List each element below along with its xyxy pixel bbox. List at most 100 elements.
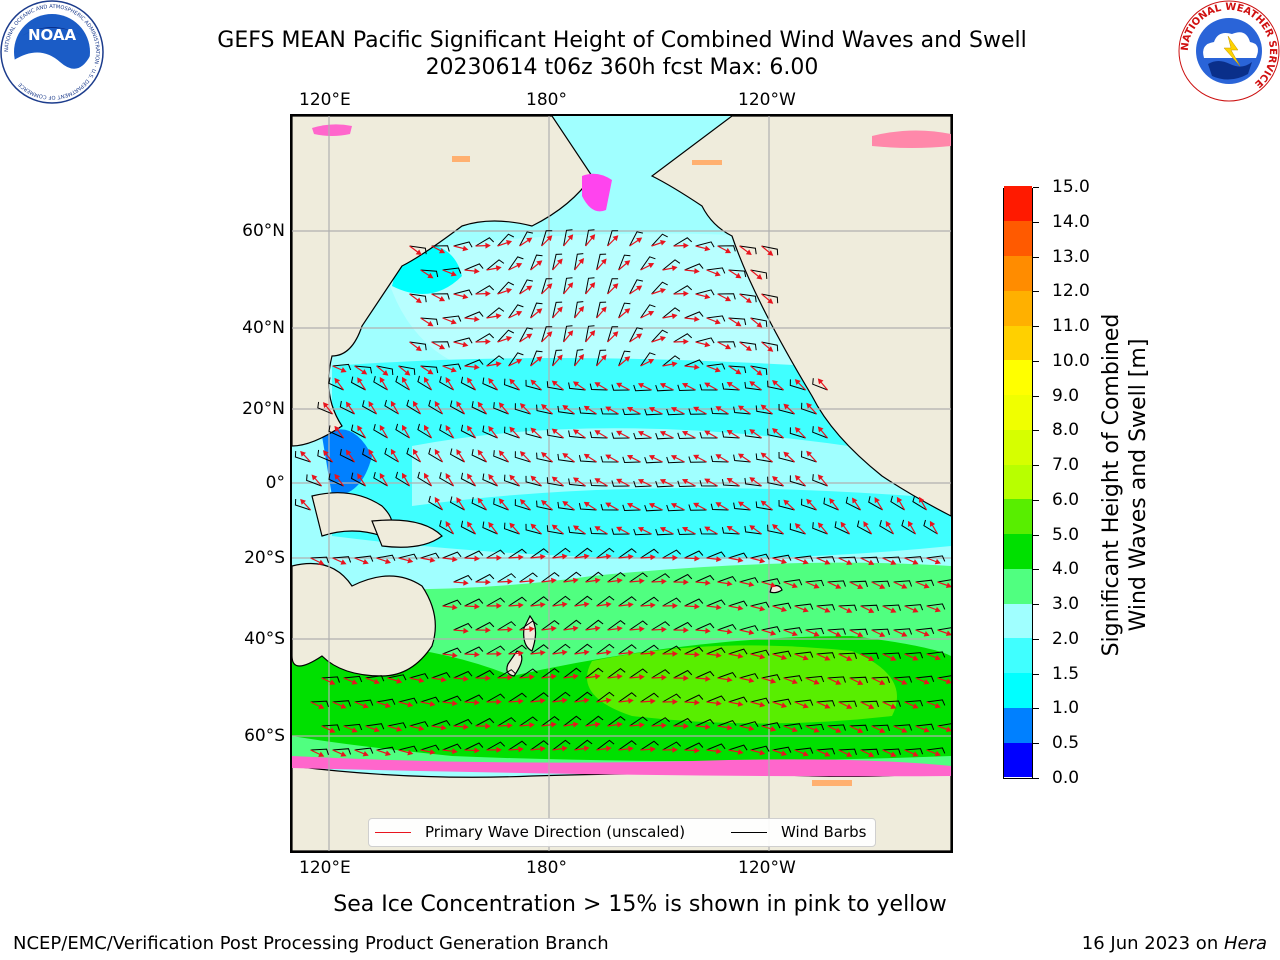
wave-direction-arrowhead <box>323 450 329 457</box>
colorbar-tick-label: 15.0 <box>1052 177 1090 197</box>
wind-barb <box>695 241 715 248</box>
colorbar-tick <box>1033 430 1039 432</box>
lon-tick-top-0: 120°E <box>299 90 351 110</box>
wind-barb <box>618 644 637 655</box>
wave-direction-arrowhead <box>562 452 569 459</box>
lat-tick-4: 20°S <box>244 548 285 568</box>
wave-direction-arrowhead <box>594 526 601 532</box>
wave-direction-arrowhead <box>945 582 951 589</box>
wave-direction-arrowhead <box>445 377 451 384</box>
wind-barb <box>816 652 836 659</box>
wave-direction-arrowhead <box>605 649 612 656</box>
wave-direction-arrowhead <box>890 559 897 565</box>
wave-direction-arrowhead <box>562 404 569 411</box>
wave-direction-arrowhead <box>705 675 711 682</box>
wind-barb <box>486 597 506 607</box>
wave-direction-arrowhead <box>912 559 919 565</box>
wave-direction-arrowhead <box>648 455 655 461</box>
wave-direction-arrowhead <box>488 377 494 385</box>
wind-barb <box>717 293 736 300</box>
wind-barb <box>439 424 454 439</box>
wind-barb <box>464 550 484 559</box>
wind-barb <box>893 580 913 587</box>
wind-barb <box>395 375 410 391</box>
wind-barb <box>926 747 946 754</box>
wind-barb <box>728 365 747 374</box>
wind-barb <box>926 699 946 706</box>
colorbar-tick <box>1033 256 1039 258</box>
wind-barb <box>655 384 674 392</box>
colorbar-segment <box>1004 498 1032 535</box>
wave-direction-arrowhead <box>404 369 411 376</box>
wave-direction-arrowhead <box>650 746 656 753</box>
wave-direction-arrowhead <box>759 701 766 708</box>
wind-barb <box>633 528 652 536</box>
wave-direction-arrowhead <box>714 270 721 277</box>
wind-barb <box>695 622 715 631</box>
wave-direction-arrowhead <box>506 288 513 294</box>
wave-direction-arrowhead <box>485 338 491 345</box>
wave-direction-arrowhead <box>401 424 408 431</box>
wave-direction-arrowhead <box>463 723 469 730</box>
wave-direction-arrowhead <box>488 425 494 433</box>
wind-barb <box>453 337 473 344</box>
wind-barb <box>503 426 520 439</box>
wind-barb <box>688 408 707 415</box>
wind-barb <box>519 327 534 343</box>
wave-direction-arrowhead <box>716 604 722 611</box>
wave-direction-arrowhead <box>672 746 678 753</box>
wind-barb <box>926 555 946 562</box>
colorbar-tick-label: 5.0 <box>1052 524 1080 545</box>
wind-barb <box>644 504 663 512</box>
wave-direction-arrowhead <box>683 290 689 297</box>
wind-barb <box>589 431 608 439</box>
wind-barb <box>482 425 498 439</box>
wave-direction-arrowhead <box>714 366 721 373</box>
colorbar-segment <box>1004 290 1032 326</box>
wave-direction-arrowhead <box>507 722 513 729</box>
wave-direction-arrowhead <box>767 250 774 256</box>
wave-direction-arrowhead <box>438 344 446 350</box>
wave-direction-arrowhead <box>616 721 623 728</box>
wind-barb <box>519 231 534 247</box>
wave-direction-arrowhead <box>485 579 491 586</box>
wave-direction-arrowhead <box>529 674 535 680</box>
colorbar-tick-label: 14.0 <box>1052 211 1090 232</box>
wave-direction-arrowhead <box>806 498 813 505</box>
wind-barb <box>596 253 607 271</box>
wind-barb <box>662 741 682 751</box>
map-panel <box>290 114 953 853</box>
wind-barb <box>589 479 608 487</box>
wind-barb <box>767 380 784 391</box>
wind-barb <box>585 619 604 631</box>
wind-barb <box>482 377 498 391</box>
wave-direction-arrowhead <box>423 376 430 383</box>
wind-barb <box>585 715 604 727</box>
wind-barb <box>629 620 648 631</box>
wave-direction-arrowhead <box>671 313 678 320</box>
wave-direction-arrowhead <box>509 474 516 481</box>
wave-direction-arrowhead <box>518 650 524 657</box>
wind-barb <box>503 474 520 487</box>
wind-barb <box>772 602 792 609</box>
wind-barb <box>362 400 377 415</box>
wind-barb <box>651 669 670 679</box>
wind-barb <box>673 237 693 247</box>
wind-barb <box>651 233 668 247</box>
wave-direction-arrowhead <box>530 523 537 530</box>
wind-barb <box>417 423 432 439</box>
wind-barb <box>904 748 924 755</box>
wave-direction-arrowhead <box>379 472 385 480</box>
wave-direction-arrowhead <box>817 522 824 529</box>
land-asia <box>292 116 593 447</box>
wind-barb <box>926 603 946 610</box>
wind-barb <box>655 480 674 488</box>
wind-barb <box>644 456 663 464</box>
wind-barb <box>684 742 704 751</box>
wind-barb <box>332 556 352 563</box>
wind-barb <box>662 693 682 703</box>
wind-barb <box>827 580 846 587</box>
wave-direction-arrowhead <box>373 678 380 685</box>
wave-direction-arrowhead <box>639 722 645 728</box>
colorbar-tick-label: 12.0 <box>1052 281 1090 302</box>
